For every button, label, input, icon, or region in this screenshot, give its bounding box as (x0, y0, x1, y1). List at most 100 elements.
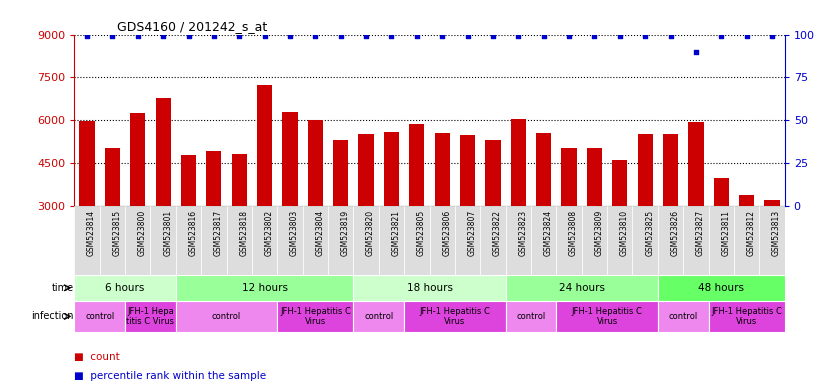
Bar (74, 301, 125, 332)
Bar (308, 121, 323, 206)
Text: 48 hours: 48 hours (698, 283, 744, 293)
Text: JFH-1 Hepa
titis C Virus: JFH-1 Hepa titis C Virus (126, 307, 174, 326)
Bar (100, 206, 125, 275)
Text: JFH-1 Hepatitis C
Virus: JFH-1 Hepatitis C Virus (280, 307, 351, 326)
Point (487, 33, 500, 39)
Point (411, 33, 424, 39)
Bar (206, 151, 221, 206)
Bar (536, 133, 551, 206)
Point (106, 33, 119, 39)
Text: GSM523805: GSM523805 (417, 210, 426, 256)
Bar (688, 122, 704, 206)
Bar (434, 133, 450, 206)
Bar (506, 301, 557, 332)
Text: ■  count: ■ count (74, 352, 120, 362)
Text: GSM523811: GSM523811 (721, 210, 730, 256)
Text: GSM523812: GSM523812 (747, 210, 756, 256)
Bar (74, 206, 100, 275)
Bar (562, 149, 577, 206)
Point (359, 33, 373, 39)
Text: infection: infection (31, 311, 74, 321)
Bar (404, 206, 430, 275)
Text: JFH-1 Hepatitis C
Virus: JFH-1 Hepatitis C Virus (572, 307, 643, 326)
Point (563, 33, 576, 39)
Text: control: control (212, 312, 241, 321)
Point (613, 33, 626, 39)
Text: control: control (668, 312, 698, 321)
Bar (764, 200, 780, 206)
Bar (354, 206, 379, 275)
Point (157, 33, 170, 39)
Bar (714, 179, 729, 206)
Bar (739, 195, 754, 206)
Bar (379, 206, 404, 275)
Text: GSM523817: GSM523817 (214, 210, 223, 256)
Bar (155, 98, 171, 206)
Bar (480, 206, 506, 275)
Bar (282, 112, 297, 206)
Bar (125, 206, 150, 275)
Bar (176, 206, 202, 275)
Text: JFH-1 Hepatitis C
Virus: JFH-1 Hepatitis C Virus (420, 307, 491, 326)
Bar (612, 160, 628, 206)
Text: GSM523802: GSM523802 (264, 210, 273, 256)
Text: GSM523820: GSM523820 (366, 210, 375, 256)
Bar (510, 119, 526, 206)
Text: GSM523826: GSM523826 (671, 210, 680, 256)
Point (182, 33, 195, 39)
Bar (176, 275, 354, 301)
Bar (105, 149, 120, 206)
Bar (633, 206, 657, 275)
Bar (683, 206, 709, 275)
Text: GSM523819: GSM523819 (340, 210, 349, 256)
Bar (79, 121, 95, 206)
Text: JFH-1 Hepatitis C
Virus: JFH-1 Hepatitis C Virus (711, 307, 782, 326)
Bar (176, 301, 278, 332)
Text: 24 hours: 24 hours (558, 283, 605, 293)
Point (435, 33, 449, 39)
Bar (278, 301, 354, 332)
Bar (252, 206, 278, 275)
Point (283, 33, 297, 39)
Text: GSM523815: GSM523815 (112, 210, 121, 256)
Text: GSM523804: GSM523804 (316, 210, 325, 256)
Text: GSM523810: GSM523810 (620, 210, 629, 256)
Point (588, 33, 601, 39)
Point (537, 33, 550, 39)
Text: GSM523800: GSM523800 (138, 210, 147, 256)
Text: GSM523809: GSM523809 (595, 210, 604, 256)
Bar (657, 275, 785, 301)
Bar (354, 275, 506, 301)
Bar (333, 139, 349, 206)
Point (233, 33, 246, 39)
Text: control: control (516, 312, 546, 321)
Point (131, 33, 145, 39)
Bar (278, 206, 302, 275)
Point (258, 33, 271, 39)
Bar (384, 132, 399, 206)
Text: GSM523807: GSM523807 (468, 210, 477, 256)
Bar (302, 206, 328, 275)
Bar (202, 206, 226, 275)
Bar (358, 134, 373, 206)
Bar (231, 154, 247, 206)
Point (766, 33, 779, 39)
Text: GSM523806: GSM523806 (442, 210, 451, 256)
Bar (455, 206, 480, 275)
Bar (531, 206, 557, 275)
Bar (354, 301, 404, 332)
Text: GSM523823: GSM523823 (519, 210, 527, 256)
Text: GSM523816: GSM523816 (188, 210, 197, 256)
Bar (226, 206, 252, 275)
Point (714, 33, 728, 39)
Bar (607, 206, 633, 275)
Point (689, 49, 702, 55)
Bar (557, 301, 657, 332)
Bar (709, 206, 734, 275)
Point (385, 33, 398, 39)
Bar (150, 206, 176, 275)
Point (511, 33, 525, 39)
Point (638, 33, 652, 39)
Bar (486, 139, 501, 206)
Text: 18 hours: 18 hours (406, 283, 453, 293)
